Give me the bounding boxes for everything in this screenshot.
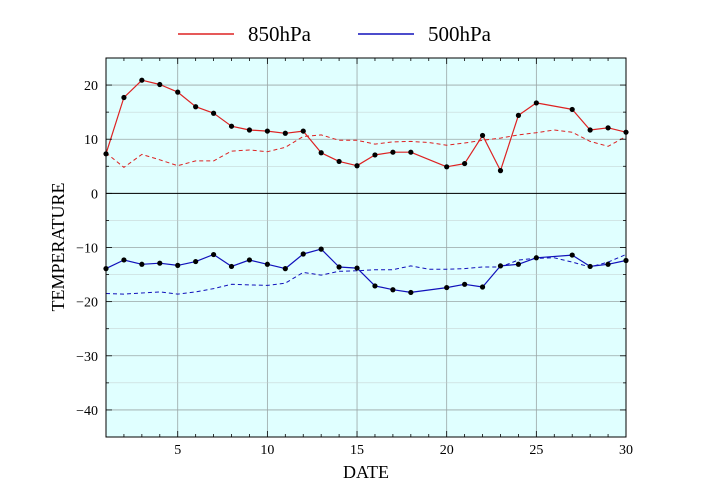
data-point-500hpa: [210, 251, 217, 258]
data-point-500hpa: [515, 261, 522, 267]
data-point-850hpa: [390, 149, 396, 155]
data-point-500hpa: [605, 261, 611, 267]
series-lines: [105, 79, 627, 295]
data-point-500hpa: [569, 252, 575, 258]
data-point-850hpa: [336, 158, 342, 165]
data-point-850hpa: [569, 106, 575, 113]
x-tick-label: 20: [440, 443, 454, 458]
data-point-500hpa: [533, 255, 539, 261]
axis-ticks: [105, 57, 627, 438]
y-tick-label: 10: [84, 133, 98, 148]
y-tick-label: 20: [84, 79, 98, 94]
data-point-850hpa: [354, 163, 360, 169]
data-point-500hpa: [318, 246, 324, 252]
data-point-850hpa: [121, 94, 127, 101]
legend: 850hPa 500hPa: [178, 22, 492, 46]
data-point-850hpa: [462, 160, 468, 167]
y-tick-labels: −40 −30 −20 −10 0 10 20: [76, 79, 98, 419]
y-tick-label: −40: [76, 404, 98, 419]
y-tick-label: 0: [91, 187, 98, 202]
data-point-500hpa: [282, 266, 288, 272]
data-point-850hpa: [587, 127, 593, 133]
data-point-850hpa: [444, 164, 450, 170]
data-point-500hpa: [408, 289, 414, 296]
data-point-850hpa: [282, 130, 288, 136]
legend-label-850hpa: 850hPa: [248, 22, 312, 46]
x-tick-label: 5: [174, 443, 181, 458]
y-tick-label: −20: [76, 296, 98, 311]
data-point-500hpa: [587, 263, 593, 270]
series-line-500hpa-normal: [105, 254, 627, 295]
x-axis-label: DATE: [343, 462, 389, 482]
y-tick-label: −10: [76, 242, 98, 257]
x-tick-label: 10: [260, 443, 274, 458]
data-point-500hpa: [462, 281, 468, 287]
legend-label-500hpa: 500hPa: [428, 22, 492, 46]
data-point-500hpa: [228, 263, 235, 270]
data-point-500hpa: [497, 263, 504, 269]
data-point-500hpa: [157, 260, 163, 266]
data-point-850hpa: [193, 104, 199, 110]
data-point-500hpa: [390, 287, 396, 293]
data-point-500hpa: [121, 257, 127, 263]
data-point-500hpa: [139, 261, 145, 267]
data-point-850hpa: [605, 125, 611, 131]
y-axis-label: TEMPERATURE: [48, 182, 68, 311]
x-tick-label: 25: [529, 443, 543, 458]
data-point-850hpa: [479, 132, 486, 139]
data-point-500hpa: [354, 265, 360, 271]
data-point-850hpa: [497, 168, 504, 174]
data-point-850hpa: [300, 128, 306, 134]
data-point-500hpa: [444, 284, 450, 291]
data-point-850hpa: [408, 149, 414, 155]
series-line-850hpa-normal: [105, 129, 627, 168]
x-tick-labels: 5 10 15 20 25 30: [174, 443, 633, 458]
y-tick-label: −30: [76, 350, 98, 365]
data-point-500hpa: [264, 261, 270, 267]
data-point-850hpa: [515, 112, 522, 118]
data-point-500hpa: [193, 258, 199, 265]
x-tick-label: 30: [619, 443, 633, 458]
data-point-850hpa: [139, 77, 145, 83]
data-point-850hpa: [157, 81, 163, 88]
data-point-500hpa: [372, 283, 378, 289]
data-point-850hpa: [372, 152, 378, 158]
data-point-500hpa: [479, 284, 486, 290]
series-line-850hpa: [105, 79, 627, 172]
data-point-850hpa: [246, 127, 253, 133]
data-point-850hpa: [210, 110, 217, 116]
data-point-500hpa: [246, 257, 253, 263]
data-point-500hpa: [175, 262, 181, 268]
data-point-850hpa: [264, 128, 270, 134]
x-tick-label: 15: [350, 443, 364, 458]
data-point-500hpa: [300, 251, 306, 257]
series-line-500hpa: [105, 248, 627, 293]
data-point-850hpa: [175, 89, 181, 95]
data-point-850hpa: [318, 150, 324, 156]
data-point-850hpa: [533, 100, 539, 106]
data-point-850hpa: [228, 123, 235, 129]
data-point-500hpa: [336, 264, 342, 270]
